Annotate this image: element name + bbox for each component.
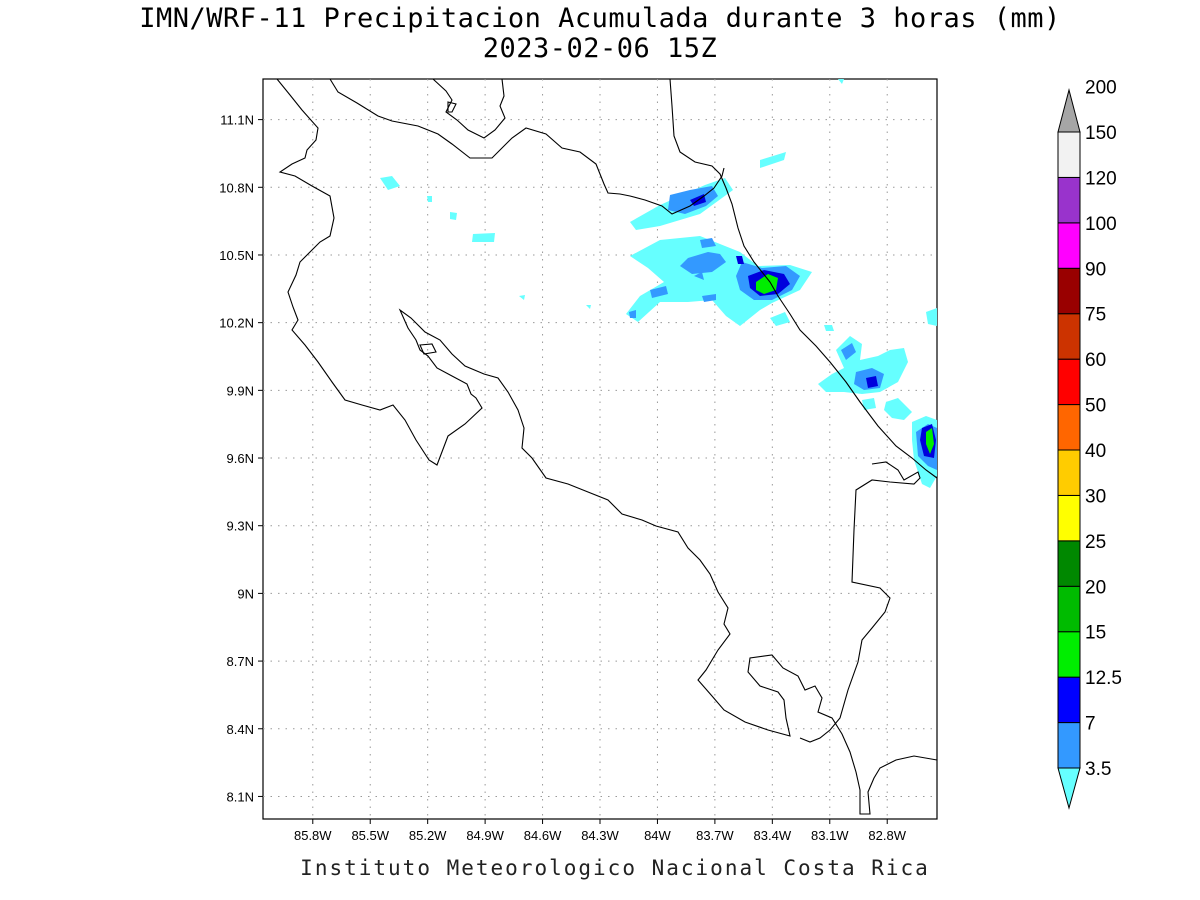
lat-tick-label: 10.2N (219, 316, 254, 331)
colorbar-label: 40 (1085, 441, 1106, 462)
colorbar-label: 75 (1085, 305, 1106, 326)
colorbar-label: 150 (1085, 123, 1117, 144)
colorbar-label: 20 (1085, 577, 1106, 598)
colorbar-label: 50 (1085, 396, 1106, 417)
colorbar-bin (1057, 540, 1081, 587)
lat-tick-label: 8.7N (227, 654, 254, 669)
coastlines (276, 78, 938, 815)
lon-tick-label: 85.5W (351, 828, 389, 843)
precip-field-15 (756, 274, 934, 454)
colorbar: 3.5 7 12.5 15 20 25 30 40 50 60 75 90 100 120 150 200 (1057, 78, 1122, 810)
colorbar-bin (1057, 449, 1081, 496)
colorbar-bin (1057, 585, 1081, 633)
colorbar-bin (1057, 267, 1081, 315)
map-frame (262, 78, 938, 820)
colorbar-bin (1057, 176, 1081, 224)
colorbar-bin (1057, 222, 1081, 269)
colorbar-label: 120 (1085, 168, 1117, 189)
lon-tick-label: 82.8W (868, 828, 906, 843)
colorbar-bin-lower-arrow (1057, 767, 1081, 810)
latitude-axis: 11.1N 10.8N 10.5N 10.2N 9.9N 9.6N 9.3N 9N 8.7N 8.… (219, 113, 263, 804)
colorbar-label: 60 (1085, 350, 1106, 371)
lon-tick-label: 84.6W (524, 828, 562, 843)
colorbar-label: 200 (1085, 78, 1117, 99)
map-timestamp: 2023-02-06 15Z (482, 33, 718, 64)
colorbar-bin (1057, 631, 1081, 678)
lon-tick-label: 85.8W (294, 828, 332, 843)
lon-tick-label: 85.2W (409, 828, 447, 843)
colorbar-label: 25 (1085, 532, 1106, 553)
colorbar-bin (1057, 722, 1081, 769)
colorbar-bin (1057, 676, 1081, 724)
lon-tick-label: 83.1W (811, 828, 849, 843)
lat-tick-label: 9N (237, 586, 254, 601)
lat-tick-label: 8.4N (227, 722, 254, 737)
map-title: IMN/WRF-11 Precipitacion Acumulada duran… (139, 3, 1061, 34)
colorbar-label: 15 (1085, 623, 1106, 644)
lat-tick-label: 9.9N (227, 383, 254, 398)
colorbar-bin (1057, 404, 1081, 451)
colorbar-label: 30 (1085, 486, 1106, 507)
lon-tick-label: 84.3W (581, 828, 619, 843)
colorbar-label: 90 (1085, 259, 1106, 280)
colorbar-bin-upper-arrow (1057, 88, 1081, 133)
lon-tick-label: 83.4W (754, 828, 792, 843)
colorbar-label: 3.5 (1085, 759, 1111, 780)
credit-text: Instituto Meteorologico Nacional Costa R… (300, 856, 930, 880)
lat-tick-label: 9.6N (227, 451, 254, 466)
lat-tick-label: 8.1N (227, 789, 254, 804)
colorbar-bin (1057, 494, 1081, 542)
lat-tick-label: 10.5N (219, 248, 254, 263)
colorbar-bin (1057, 131, 1081, 178)
colorbar-label: 12.5 (1085, 668, 1122, 689)
lat-tick-label: 9.3N (227, 519, 254, 534)
colorbar-bin (1057, 313, 1081, 360)
colorbar-label: 7 (1085, 714, 1096, 735)
lat-tick-label: 11.1N (220, 113, 254, 128)
lon-tick-label: 83.7W (696, 828, 734, 843)
lon-tick-label: 84.9W (466, 828, 504, 843)
longitude-axis: 85.8W 85.5W 85.2W 84.9W 84.6W 84.3W 84W 83.7W 83… (294, 819, 907, 843)
lat-tick-label: 10.8N (219, 180, 254, 195)
lon-tick-label: 84W (644, 828, 671, 843)
colorbar-bin (1057, 358, 1081, 406)
colorbar-label: 100 (1085, 214, 1117, 235)
